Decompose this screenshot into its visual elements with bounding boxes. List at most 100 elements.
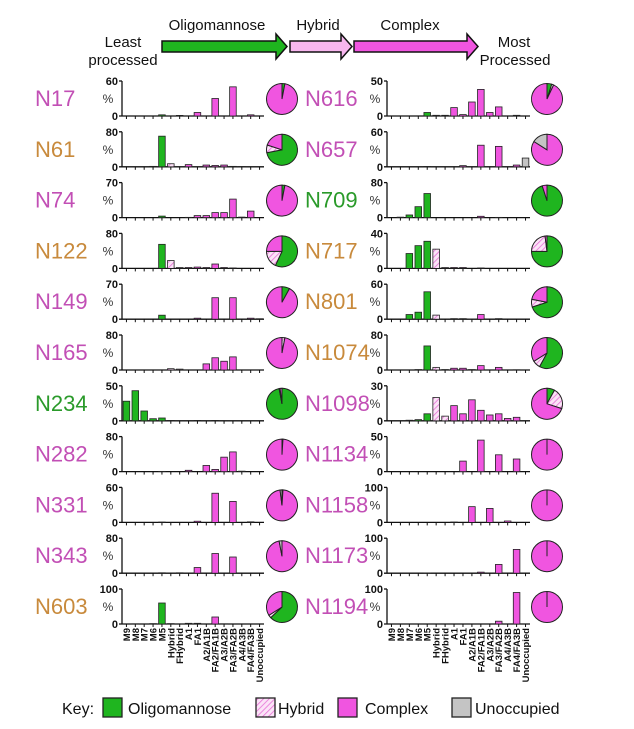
y-tick-max: 70	[106, 279, 118, 291]
y-axis-label: %	[103, 143, 114, 157]
bar-FA1	[193, 567, 202, 574]
y-axis-label: %	[370, 600, 381, 614]
bar-M5	[158, 135, 166, 168]
y-axis-label: %	[370, 498, 381, 512]
bar-Hybrid	[432, 248, 440, 269]
bar-FA1	[193, 112, 202, 117]
chart-N801: N801 % 60 0	[305, 279, 563, 326]
bar-FA2/FA1B	[211, 553, 219, 574]
legend-swatch-hybrid	[255, 697, 276, 718]
y-axis-label: %	[103, 346, 114, 360]
bar-M5	[158, 314, 166, 320]
site-label: N1194	[305, 594, 368, 619]
y-tick-zero: 0	[112, 314, 118, 326]
legend: Key: Oligomannose Hybrid Complex Unoccupied	[62, 697, 560, 718]
chart-N331: N331 % 60 0	[35, 482, 298, 529]
pie-slice-oligomannose	[274, 235, 298, 268]
pie-chart	[266, 336, 298, 369]
y-tick-zero: 0	[112, 517, 118, 529]
bar-FHybrid	[441, 114, 449, 117]
y-tick-max: 40	[371, 228, 383, 240]
pie-chart	[266, 438, 298, 471]
bar-M5	[158, 114, 166, 117]
bar-A1	[184, 622, 193, 625]
legend-label-unoccupied: Unoccupied	[475, 701, 560, 718]
x-tick-label: A3/A2B	[485, 628, 496, 662]
y-axis-label: %	[103, 397, 114, 411]
bar-FA3/FA2B	[229, 86, 237, 117]
y-tick-max: 70	[106, 178, 118, 190]
x-tick-label: Hybrid	[432, 628, 443, 658]
bar-M8	[131, 390, 140, 422]
y-tick-zero: 0	[377, 162, 383, 174]
bar-Hybrid	[432, 366, 440, 371]
site-label: N343	[35, 543, 88, 568]
chart-N343: N343 % 80 0	[35, 533, 298, 580]
oligomannose-arrow-icon	[161, 32, 288, 61]
y-tick-max: 60	[106, 482, 118, 494]
pie-chart	[266, 286, 298, 319]
legend-title: Key:	[62, 701, 94, 718]
pie-chart	[266, 133, 298, 166]
bar-A2/A1B	[202, 215, 211, 219]
bar-A3/A2B	[486, 414, 494, 422]
y-axis-label: %	[370, 92, 381, 106]
y-tick-zero: 0	[112, 365, 118, 377]
y-tick-max: 80	[371, 330, 383, 342]
bar-FA1	[459, 267, 467, 269]
legend-label-oligomannose: Oligomannose	[128, 701, 231, 718]
bar-FHybrid	[175, 267, 184, 269]
x-tick-label: FA1	[193, 627, 204, 645]
most-label: Most	[498, 34, 531, 51]
pie-chart	[531, 438, 563, 471]
legend-label-hybrid: Hybrid	[278, 701, 324, 718]
y-tick-zero: 0	[112, 263, 118, 275]
y-axis-label: %	[370, 448, 381, 462]
bar-FA1	[193, 266, 202, 269]
bar-FA3/FA2B	[495, 454, 503, 472]
chart-N1194: N1194 % 100 0	[305, 584, 563, 631]
y-tick-zero: 0	[112, 213, 118, 225]
processing-header: Least processed Oligomannose Hybrid Comp…	[88, 17, 550, 69]
site-label: N149	[35, 289, 88, 314]
y-tick-max: 100	[365, 584, 383, 596]
bar-FA3/FA2B	[495, 366, 503, 371]
pie-chart	[531, 336, 563, 369]
bar-FA4/FA3B	[512, 458, 521, 473]
bar-FA3/FA2B	[229, 500, 237, 523]
chart-N61: N61 % 80 0	[35, 127, 298, 174]
x-tick-label: Hybrid	[166, 628, 177, 658]
y-tick-zero: 0	[112, 467, 118, 479]
bar-FA3/FA2B	[495, 413, 503, 422]
bar-M6	[414, 419, 422, 422]
bar-M6	[414, 311, 422, 320]
bar-A1	[450, 107, 458, 117]
bar-A2/A1B	[468, 399, 476, 422]
x-tick-label: Unoccupied	[255, 628, 266, 683]
y-axis-label: %	[370, 397, 381, 411]
bar-M5	[423, 193, 431, 219]
bar-A2/A1B	[468, 101, 476, 117]
y-axis-label: %	[370, 194, 381, 208]
bar-M5	[158, 417, 166, 422]
x-tick-label: M6	[414, 628, 425, 641]
bar-A4/A3B	[503, 418, 512, 422]
bar-A3/A2B	[486, 507, 494, 523]
x-tick-label: M7	[140, 628, 151, 641]
bar-FA2/FA1B	[211, 263, 219, 269]
bar-FA4/FA3B	[246, 210, 255, 219]
chart-N1173: N1173 % 100 0	[305, 533, 563, 580]
y-tick-zero: 0	[377, 517, 383, 529]
bar-FHybrid	[441, 415, 449, 422]
bar-FA2/FA1B	[211, 469, 219, 473]
y-tick-max: 50	[106, 381, 118, 393]
bar-FHybrid	[441, 267, 449, 269]
pie-chart	[531, 286, 563, 319]
y-tick-zero: 0	[112, 416, 118, 428]
site-label: N74	[35, 188, 75, 213]
bar-FA4/FA3B	[512, 416, 521, 422]
bar-FA2/FA1B	[477, 365, 485, 371]
pie-chart	[531, 184, 563, 217]
y-tick-zero: 0	[377, 314, 383, 326]
bar-Unoccupied	[255, 318, 264, 320]
